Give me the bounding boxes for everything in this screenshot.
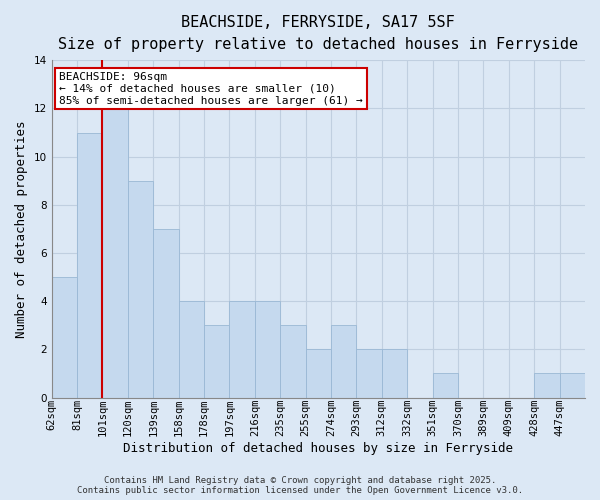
Bar <box>433 374 458 398</box>
Bar <box>179 301 204 398</box>
Bar <box>153 229 179 398</box>
Bar <box>280 326 305 398</box>
X-axis label: Distribution of detached houses by size in Ferryside: Distribution of detached houses by size … <box>124 442 514 455</box>
Y-axis label: Number of detached properties: Number of detached properties <box>15 120 28 338</box>
Text: Contains HM Land Registry data © Crown copyright and database right 2025.
Contai: Contains HM Land Registry data © Crown c… <box>77 476 523 495</box>
Bar <box>255 301 280 398</box>
Bar <box>331 326 356 398</box>
Bar <box>356 350 382 398</box>
Bar <box>52 277 77 398</box>
Text: BEACHSIDE: 96sqm
← 14% of detached houses are smaller (10)
85% of semi-detached : BEACHSIDE: 96sqm ← 14% of detached house… <box>59 72 363 106</box>
Bar <box>382 350 407 398</box>
Bar <box>305 350 331 398</box>
Bar <box>229 301 255 398</box>
Bar <box>204 326 229 398</box>
Bar <box>560 374 585 398</box>
Title: BEACHSIDE, FERRYSIDE, SA17 5SF
Size of property relative to detached houses in F: BEACHSIDE, FERRYSIDE, SA17 5SF Size of p… <box>58 15 578 52</box>
Bar <box>128 181 153 398</box>
Bar <box>77 132 103 398</box>
Bar <box>103 108 128 398</box>
Bar <box>534 374 560 398</box>
